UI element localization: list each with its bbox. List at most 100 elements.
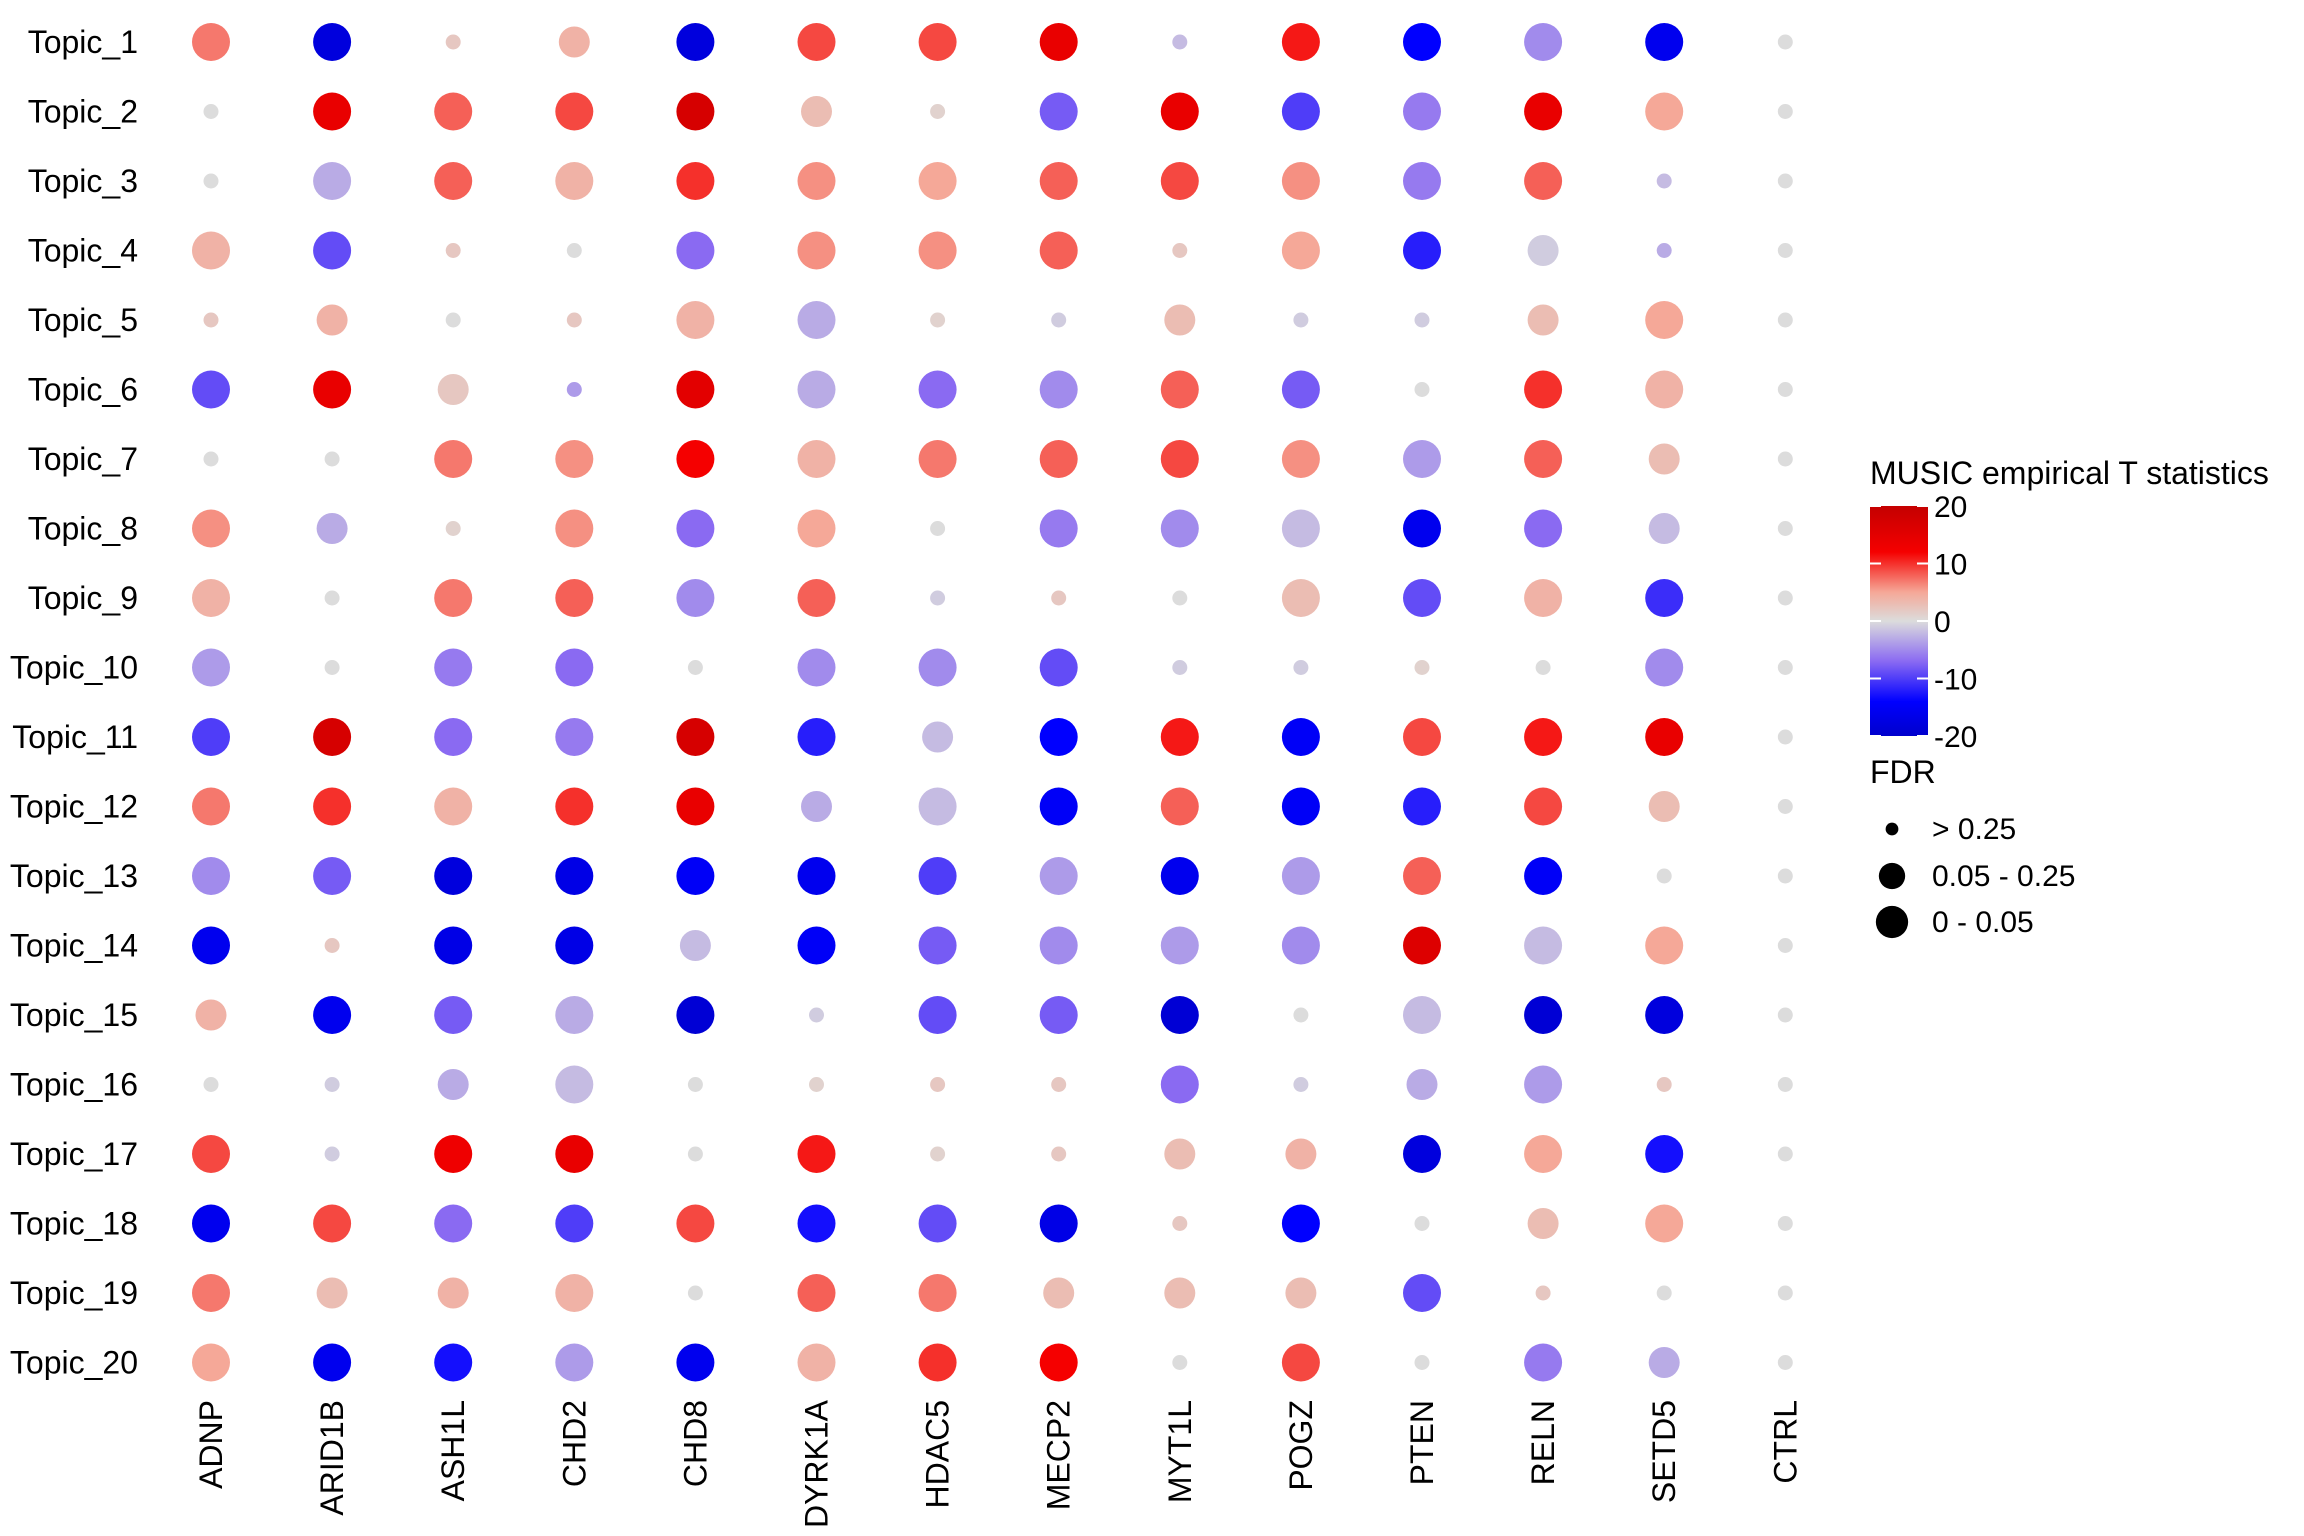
dot-Topic_20-PTEN: [1414, 1355, 1430, 1370]
dot-Topic_6-CHD2: [566, 382, 582, 397]
dot-Topic_9-POGZ: [1281, 579, 1320, 617]
dot-Topic_3-POGZ: [1281, 162, 1320, 200]
dot-Topic_1-ASH1L: [445, 34, 461, 50]
dot-Topic_11-ADNP: [192, 718, 230, 756]
dot-Topic_1-POGZ: [1281, 23, 1320, 61]
dot-Topic_10-HDAC5: [918, 648, 957, 687]
dot-Topic_5-ADNP: [203, 312, 219, 328]
dot-Topic_9-CTRL: [1777, 590, 1793, 606]
dot-Topic_18-SETD5: [1645, 1204, 1684, 1243]
dot-Topic_15-CHD8: [676, 996, 715, 1034]
dot-Topic_7-CHD8: [676, 440, 715, 478]
dot-Topic_19-HDAC5: [918, 1274, 957, 1312]
column-label: SETD5: [1646, 1400, 1682, 1503]
colorbar-tick-label: 0: [1934, 606, 1951, 639]
dot-Topic_14-MYT1L: [1160, 926, 1199, 965]
dot-Topic_17-ARID1B: [324, 1146, 340, 1162]
dot-Topic_6-HDAC5: [918, 370, 957, 409]
dot-Topic_10-CHD8: [687, 660, 703, 675]
dot-Topic_17-HDAC5: [930, 1146, 946, 1162]
dot-Topic_4-POGZ: [1281, 231, 1320, 270]
dot-Topic_16-ASH1L: [437, 1069, 469, 1100]
dot-Topic_10-POGZ: [1293, 660, 1309, 675]
dot-Topic_1-ARID1B: [313, 23, 352, 61]
dot-Topic_1-CHD2: [558, 26, 590, 58]
dot-Topic_16-POGZ: [1293, 1077, 1309, 1092]
dot-Topic_6-POGZ: [1281, 370, 1320, 409]
dot-Topic_5-PTEN: [1414, 312, 1430, 328]
dot-Topic_3-SETD5: [1656, 173, 1672, 189]
dot-Topic_19-CHD2: [555, 1274, 594, 1312]
column-label: POGZ: [1283, 1400, 1319, 1491]
dot-Topic_13-DYRK1A: [797, 857, 836, 895]
dot-Topic_14-PTEN: [1403, 926, 1441, 965]
dot-Topic_13-MYT1L: [1160, 857, 1199, 895]
dot-Topic_4-CHD8: [676, 231, 715, 270]
dot-Topic_7-CTRL: [1777, 451, 1793, 467]
row-label: Topic_10: [10, 650, 138, 686]
dot-Topic_12-SETD5: [1648, 791, 1680, 822]
row-label: Topic_13: [10, 858, 138, 894]
dot-Topic_3-CTRL: [1777, 173, 1793, 189]
dot-Topic_10-PTEN: [1414, 660, 1430, 675]
dot-Topic_16-CHD8: [687, 1077, 703, 1092]
dot-Topic_3-CHD8: [676, 162, 715, 200]
dot-Topic_7-DYRK1A: [797, 440, 836, 478]
dot-Topic_17-MYT1L: [1164, 1138, 1196, 1170]
size-legend-label: > 0.25: [1932, 813, 2016, 846]
dot-Topic_1-RELN: [1524, 23, 1563, 61]
dot-Topic_9-MECP2: [1051, 590, 1067, 606]
dot-Topic_16-SETD5: [1656, 1077, 1672, 1092]
dot-Topic_12-CHD2: [555, 787, 594, 826]
dot-Topic_7-ARID1B: [324, 451, 340, 467]
dot-Topic_16-ARID1B: [324, 1077, 340, 1092]
dot-Topic_3-RELN: [1524, 162, 1563, 200]
colorbar-tick-label: -20: [1934, 721, 1977, 754]
dot-Topic_11-ASH1L: [434, 718, 473, 756]
dot-Topic_13-RELN: [1524, 857, 1563, 895]
dot-Topic_15-HDAC5: [918, 996, 957, 1034]
dot-Topic_1-MECP2: [1039, 23, 1078, 61]
dot-Topic_7-CHD2: [555, 440, 594, 478]
dot-Topic_2-RELN: [1524, 92, 1563, 131]
dot-Topic_5-ASH1L: [445, 312, 461, 328]
dot-Topic_8-HDAC5: [930, 521, 946, 536]
column-label: CHD2: [556, 1400, 592, 1487]
color-legend-title: MUSIC empirical T statistics: [1870, 455, 2269, 491]
dot-Topic_18-HDAC5: [918, 1204, 957, 1243]
dot-Topic_4-ADNP: [192, 231, 230, 270]
dot-Topic_12-MECP2: [1039, 787, 1078, 826]
dot-Topic_2-MYT1L: [1160, 92, 1199, 131]
dot-Topic_8-PTEN: [1403, 509, 1441, 548]
dot-Topic_12-ASH1L: [434, 787, 473, 826]
dot-Topic_4-PTEN: [1403, 231, 1441, 270]
dot-Topic_11-CHD8: [676, 718, 715, 756]
dot-Topic_2-HDAC5: [930, 104, 946, 119]
dot-Topic_18-CTRL: [1777, 1216, 1793, 1231]
dot-Topic_3-MYT1L: [1160, 162, 1199, 200]
row-label: Topic_20: [10, 1345, 138, 1381]
row-label: Topic_8: [28, 511, 138, 547]
row-label: Topic_12: [10, 789, 138, 825]
dot-Topic_15-ARID1B: [313, 996, 352, 1034]
dot-Topic_5-ARID1B: [316, 304, 348, 336]
dot-Topic_14-DYRK1A: [797, 926, 836, 965]
dot-Topic_16-ADNP: [203, 1077, 219, 1092]
dot-Topic_18-MECP2: [1039, 1204, 1078, 1243]
dot-Topic_3-ASH1L: [434, 162, 473, 200]
dot-Topic_18-ARID1B: [313, 1204, 352, 1243]
dot-Topic_12-RELN: [1524, 787, 1563, 826]
dot-Topic_14-CTRL: [1777, 938, 1793, 953]
dot-Topic_20-SETD5: [1648, 1347, 1680, 1378]
dot-Topic_2-SETD5: [1645, 92, 1684, 131]
dot-Topic_4-ASH1L: [445, 243, 461, 258]
dot-Topic_14-SETD5: [1645, 926, 1684, 965]
dot-Topic_2-POGZ: [1281, 92, 1320, 131]
column-label: ASH1L: [435, 1400, 471, 1501]
dot-Topic_4-CTRL: [1777, 243, 1793, 258]
dot-Topic_15-SETD5: [1645, 996, 1684, 1034]
column-label: PTEN: [1404, 1400, 1440, 1485]
dot-Topic_2-MECP2: [1039, 92, 1078, 131]
row-label: Topic_4: [28, 233, 138, 269]
